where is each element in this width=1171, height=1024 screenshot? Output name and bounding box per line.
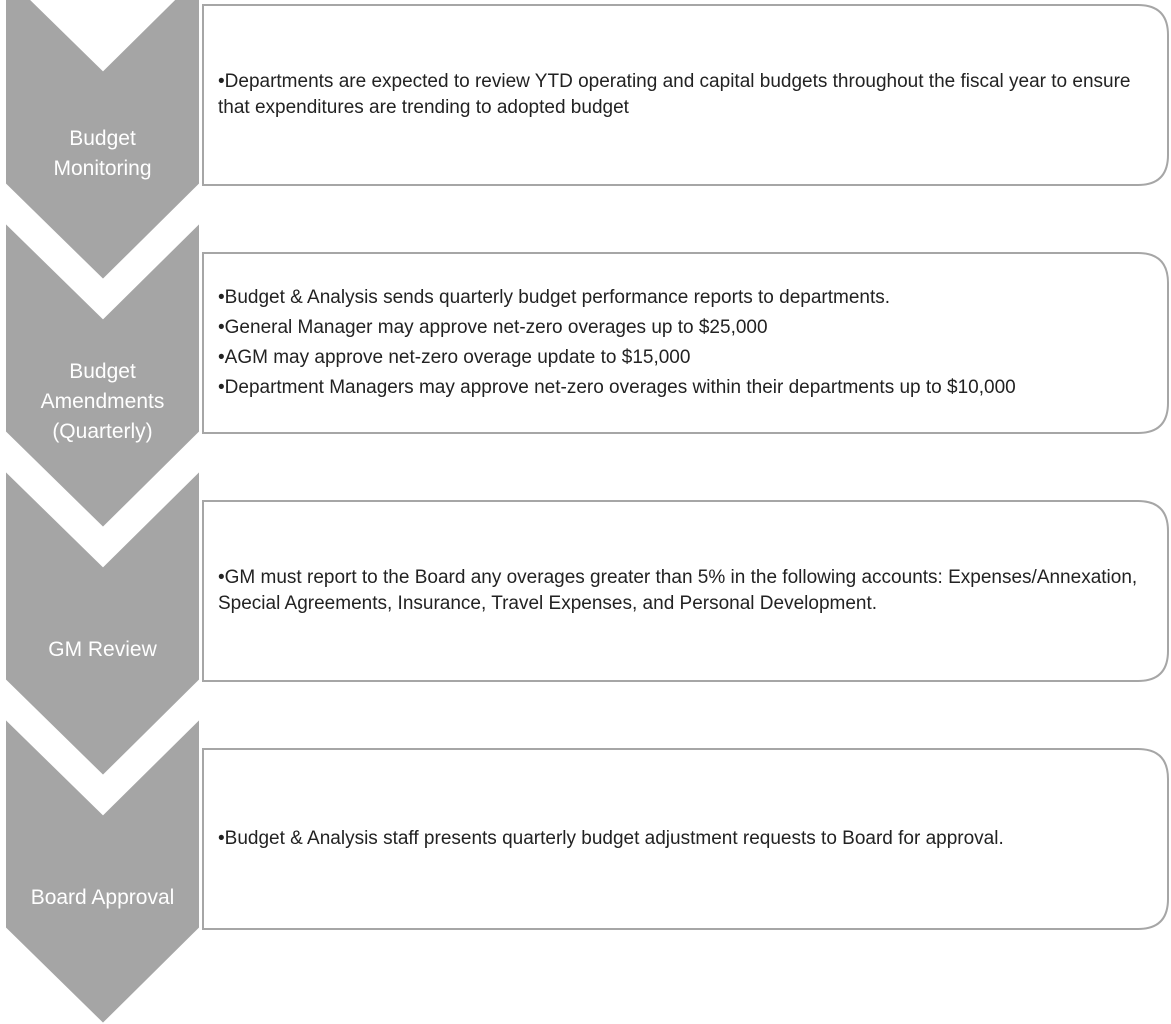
chevron [4,715,201,1024]
bullet-item: •Department Managers may approve net-zer… [218,377,1016,398]
chevron [4,219,201,530]
bullet-list: •Budget & Analysis staff presents quarte… [218,751,1163,927]
step-label-text: Budget Amendments (Quarterly) [40,360,165,443]
text-box [202,252,1169,434]
bullet-item: •GM must report to the Board any overage… [218,567,1138,614]
chevron [4,467,201,778]
step-label: Budget Monitoring [5,84,200,224]
step-label-text: GM Review [48,638,157,661]
bullet-item: •General Manager may approve net-zero ov… [218,317,768,338]
step-label-text: Budget Monitoring [53,127,152,180]
bullet-list: •GM must report to the Board any overage… [218,503,1163,679]
step-label-text: Board Approval [30,886,175,909]
text-box [202,500,1169,682]
bullet-item: •Budget & Analysis staff presents quarte… [218,828,1004,849]
bullet-list: •Departments are expected to review YTD … [218,7,1163,183]
chevron [4,0,201,282]
bullet-item: •Departments are expected to review YTD … [218,71,1131,118]
text-box [202,748,1169,930]
bullet-list: •Budget & Analysis sends quarterly budge… [218,255,1163,431]
bullet-item: •Budget & Analysis sends quarterly budge… [218,287,891,308]
step-label: Budget Amendments (Quarterly) [5,332,200,472]
bullet-item: •AGM may approve net-zero overage update… [218,347,691,368]
step-label: Board Approval [5,828,200,968]
text-box [202,4,1169,186]
step-label: GM Review [5,580,200,720]
